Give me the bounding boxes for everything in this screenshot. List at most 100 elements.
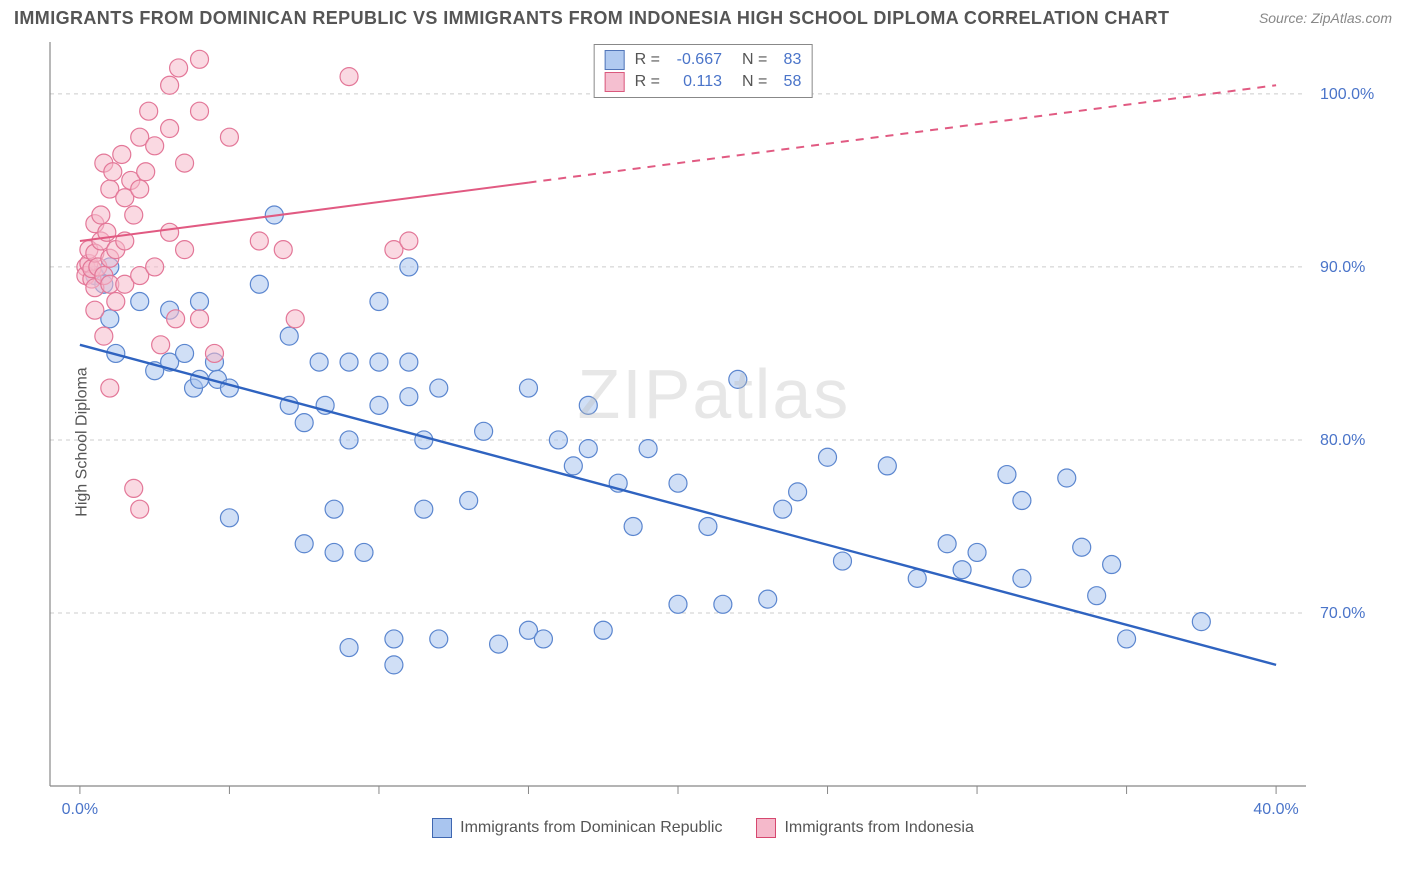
legend-r-value: -0.667 [668, 51, 722, 69]
data-point [191, 50, 209, 68]
data-point [1073, 538, 1091, 556]
y-axis-title: High School Diploma [74, 367, 92, 516]
y-tick-label: 80.0% [1320, 432, 1365, 449]
title-bar: IMMIGRANTS FROM DOMINICAN REPUBLIC VS IM… [14, 8, 1392, 36]
data-point [220, 379, 238, 397]
data-point [669, 595, 687, 613]
data-point [534, 630, 552, 648]
data-point [460, 492, 478, 510]
data-point [161, 120, 179, 138]
data-point [101, 379, 119, 397]
legend-swatch [756, 818, 776, 838]
data-point [370, 293, 388, 311]
data-point [191, 102, 209, 120]
data-point [1058, 469, 1076, 487]
data-point [1013, 492, 1031, 510]
legend-swatch [605, 50, 625, 70]
data-point [729, 370, 747, 388]
data-point [125, 479, 143, 497]
data-point [594, 621, 612, 639]
data-point [430, 379, 448, 397]
y-tick-label: 70.0% [1320, 605, 1365, 622]
data-point [107, 293, 125, 311]
legend-correlation: R =-0.667N =83R =0.113N =58 [594, 44, 813, 98]
data-point [137, 163, 155, 181]
data-point [400, 388, 418, 406]
series-immigrants-from-indonesia [77, 50, 418, 518]
data-point [579, 396, 597, 414]
data-point [250, 232, 268, 250]
data-point [170, 59, 188, 77]
data-point [295, 535, 313, 553]
data-point [490, 635, 508, 653]
legend-row: R =0.113N =58 [605, 71, 802, 93]
data-point [938, 535, 956, 553]
data-point [131, 293, 149, 311]
legend-row: R =-0.667N =83 [605, 49, 802, 71]
data-point [131, 500, 149, 518]
data-point [310, 353, 328, 371]
data-point [325, 500, 343, 518]
chart-title: IMMIGRANTS FROM DOMINICAN REPUBLIC VS IM… [14, 8, 1169, 28]
data-point [714, 595, 732, 613]
data-point [624, 517, 642, 535]
data-point [998, 466, 1016, 484]
data-point [340, 353, 358, 371]
legend-item: Immigrants from Dominican Republic [432, 818, 722, 838]
data-point [131, 180, 149, 198]
data-point [146, 137, 164, 155]
legend-swatch [432, 818, 452, 838]
data-point [104, 163, 122, 181]
data-point [953, 561, 971, 579]
data-point [191, 310, 209, 328]
data-point [191, 293, 209, 311]
data-point [639, 440, 657, 458]
data-point [1103, 556, 1121, 574]
series-immigrants-from-dominican-republic [86, 206, 1210, 674]
data-point [280, 327, 298, 345]
legend-item: Immigrants from Indonesia [756, 818, 973, 838]
data-point [340, 431, 358, 449]
data-point [415, 431, 433, 449]
data-point [579, 440, 597, 458]
data-point [819, 448, 837, 466]
legend-n-value: 83 [775, 51, 801, 69]
data-point [176, 241, 194, 259]
data-point [152, 336, 170, 354]
data-point [161, 76, 179, 94]
legend-n-value: 58 [775, 73, 801, 91]
data-point [519, 379, 537, 397]
data-point [161, 223, 179, 241]
legend-label: Immigrants from Indonesia [784, 819, 973, 837]
scatter-chart: 70.0%80.0%90.0%100.0%0.0%40.0% [14, 42, 1392, 842]
data-point [1118, 630, 1136, 648]
data-point [340, 68, 358, 86]
legend-n-label: N = [742, 73, 767, 91]
data-point [250, 275, 268, 293]
legend-r-value: 0.113 [668, 73, 722, 91]
data-point [140, 102, 158, 120]
data-point [475, 422, 493, 440]
legend-label: Immigrants from Dominican Republic [460, 819, 722, 837]
data-point [86, 301, 104, 319]
legend-swatch [605, 72, 625, 92]
data-point [400, 353, 418, 371]
data-point [176, 154, 194, 172]
data-point [205, 344, 223, 362]
data-point [1192, 613, 1210, 631]
data-point [833, 552, 851, 570]
data-point [968, 543, 986, 561]
data-point [370, 353, 388, 371]
data-point [220, 128, 238, 146]
data-point [355, 543, 373, 561]
chart-container: High School Diploma 70.0%80.0%90.0%100.0… [14, 42, 1392, 842]
trend-line-solid [80, 345, 1276, 665]
data-point [370, 396, 388, 414]
data-point [415, 500, 433, 518]
data-point [92, 206, 110, 224]
data-point [759, 590, 777, 608]
data-point [220, 509, 238, 527]
data-point [274, 241, 292, 259]
data-point [286, 310, 304, 328]
data-point [340, 639, 358, 657]
